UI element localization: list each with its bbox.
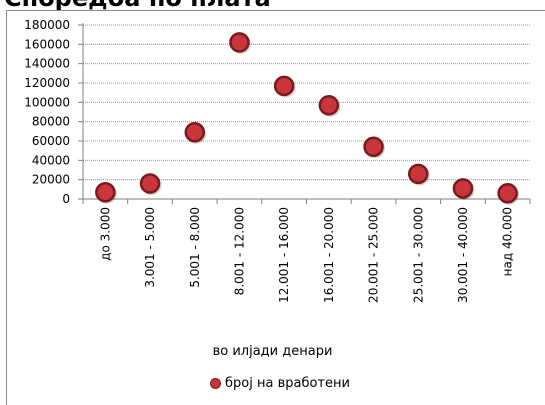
y-tick-label: 20000 [32,173,70,187]
legend-label: број на вработени [225,376,350,391]
y-tick-label: 40000 [32,153,70,167]
x-tick-label: 30.001 - 40.000 [456,207,470,303]
y-tick-label: 60000 [32,134,70,148]
x-tick-label: 5.001 - 8.000 [188,207,202,288]
legend-marker [210,378,221,389]
x-tick-label: 8.001 - 12.000 [232,207,246,295]
x-tick-label: 16.001 - 20.000 [322,207,336,303]
legend: број на вработени [210,376,350,391]
data-point [273,75,295,97]
x-axis-title: во илјади денари [212,344,333,359]
y-tick-label: 180000 [24,18,70,32]
data-point [184,122,205,143]
x-tick-label: до 3.000 [98,207,112,261]
y-tick-label: 140000 [24,57,70,71]
x-tick-label: над 40.000 [501,207,515,276]
y-tick-label: 160000 [24,37,70,51]
x-tick-label: 25.001 - 30.000 [411,207,425,303]
data-point [229,32,250,53]
y-tick-label: 120000 [24,76,70,90]
data-point [497,182,518,204]
x-tick-label: 3.001 - 5.000 [143,207,157,288]
data-point [363,136,384,158]
data-point [318,94,340,116]
x-tick-label: 20.001 - 25.000 [367,207,381,303]
data-point [408,163,429,185]
frame-border [6,10,545,405]
data-point [139,173,161,194]
chart-title-cut: Споредба по плата [4,0,271,12]
y-tick-label: 80000 [32,115,70,129]
x-tick-label: 12.001 - 16.000 [277,207,291,303]
data-point [452,178,474,199]
data-point [95,181,116,203]
y-tick-label: 100000 [24,95,70,109]
y-tick-label: 0 [62,192,70,206]
